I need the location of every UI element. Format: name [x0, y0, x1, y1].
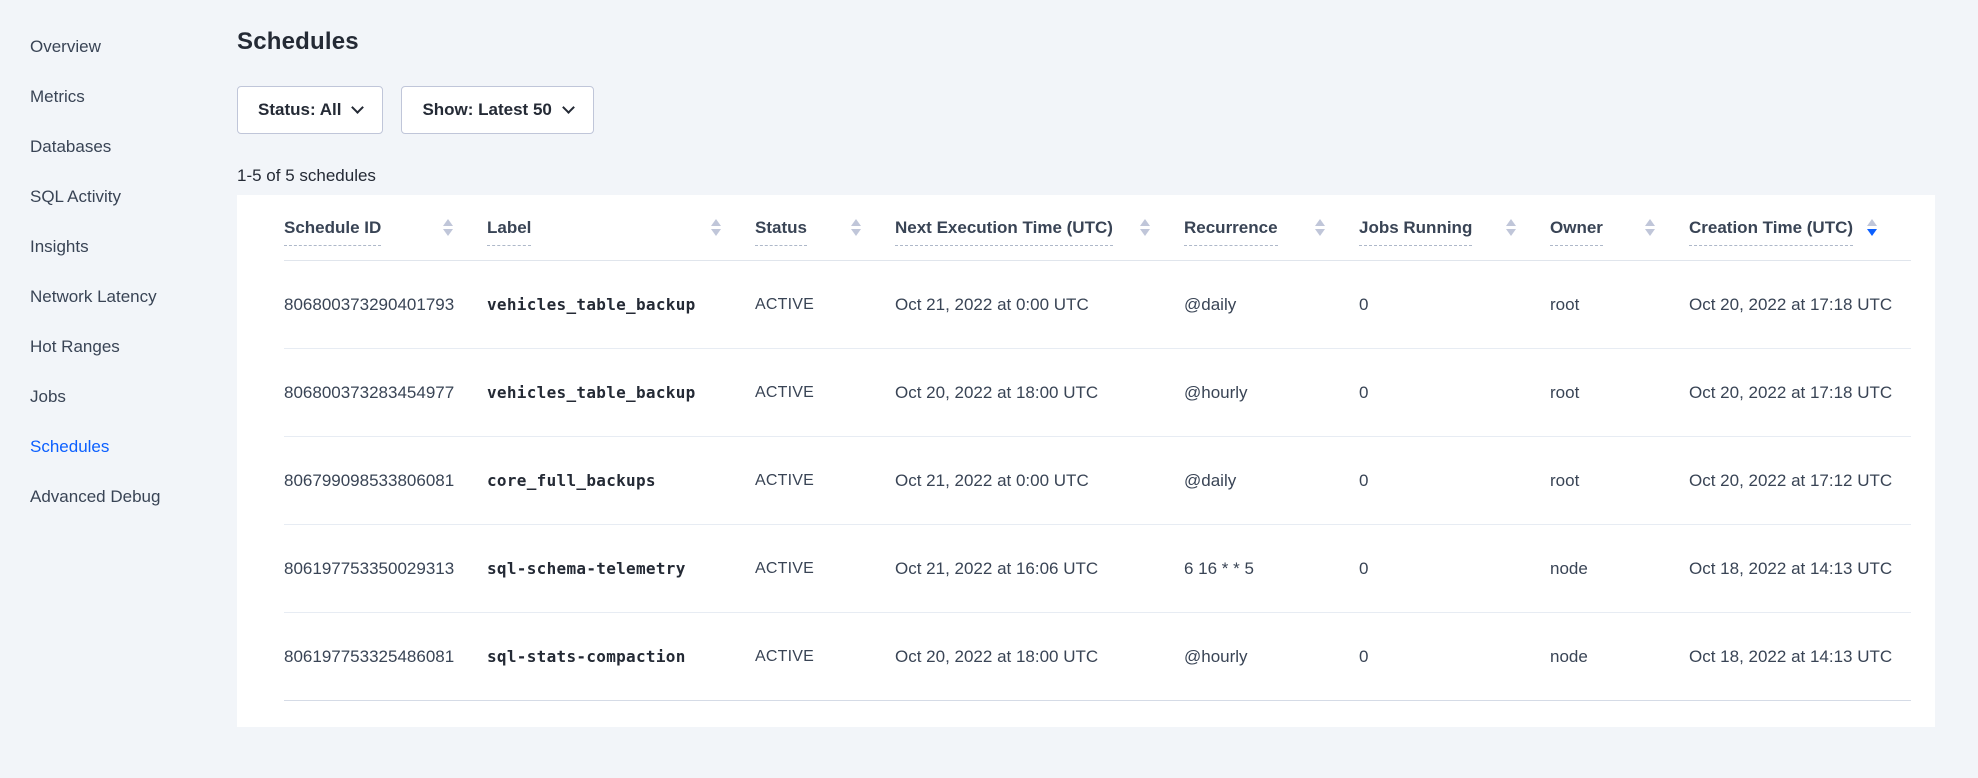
creation-time-cell: Oct 18, 2022 at 14:13 UTC [1689, 558, 1893, 578]
column-header-label[interactable]: Label [487, 218, 755, 246]
sidebar-item-metrics[interactable]: Metrics [30, 87, 85, 106]
next-execution-cell: Oct 21, 2022 at 0:00 UTC [895, 470, 1089, 490]
owner-cell: node [1550, 558, 1588, 578]
status-filter-label: Status: All [258, 100, 342, 119]
sort-icon[interactable] [1506, 219, 1516, 236]
jobs-running-cell: 0 [1359, 470, 1369, 490]
column-header-label: Recurrence [1184, 218, 1278, 246]
column-header-label: Creation Time (UTC) [1689, 218, 1854, 246]
sort-icon[interactable] [711, 219, 721, 236]
sidebar-item-schedules[interactable]: Schedules [30, 437, 110, 456]
column-header-next-execution-time[interactable]: Next Execution Time (UTC) [895, 218, 1184, 246]
schedule-id-cell: 806197753350029313 [284, 558, 455, 578]
column-header-label: Owner [1550, 218, 1603, 246]
schedule-label-cell: sql-stats-compaction [487, 647, 686, 666]
column-header-label: Label [487, 218, 532, 246]
recurrence-cell: @daily [1184, 294, 1237, 314]
results-count: 1-5 of 5 schedules [237, 166, 376, 185]
schedule-label-cell: sql-schema-telemetry [487, 559, 686, 578]
column-header-recurrence[interactable]: Recurrence [1184, 218, 1359, 246]
sidebar-item-insights[interactable]: Insights [30, 237, 89, 256]
status-filter-dropdown[interactable]: Status: All [237, 86, 384, 134]
sort-icon[interactable] [1645, 219, 1655, 236]
chevron-down-icon [561, 101, 575, 114]
recurrence-cell: @daily [1184, 470, 1237, 490]
schedule-id-cell: 806800373283454977 [284, 382, 455, 402]
owner-cell: root [1550, 382, 1580, 402]
jobs-running-cell: 0 [1359, 382, 1369, 402]
sidebar-item-hot-ranges[interactable]: Hot Ranges [30, 337, 120, 356]
sort-icon[interactable] [851, 219, 861, 236]
sort-icon[interactable] [1315, 219, 1325, 236]
jobs-running-cell: 0 [1359, 558, 1369, 578]
status-cell: ACTIVE [755, 471, 814, 489]
column-header-label: Jobs Running [1359, 218, 1473, 246]
creation-time-cell: Oct 20, 2022 at 17:18 UTC [1689, 382, 1893, 402]
sidebar-item-overview[interactable]: Overview [30, 37, 101, 56]
chevron-down-icon [351, 101, 365, 114]
creation-time-cell: Oct 20, 2022 at 17:18 UTC [1689, 294, 1893, 314]
table-row: 806800373290401793 vehicles_table_backup… [284, 261, 1911, 349]
schedule-id-cell: 806799098533806081 [284, 470, 455, 490]
next-execution-cell: Oct 21, 2022 at 0:00 UTC [895, 294, 1089, 314]
show-filter-label: Show: Latest 50 [422, 100, 552, 119]
jobs-running-cell: 0 [1359, 646, 1369, 666]
table-header-row: Schedule ID Label Status Next Execution … [284, 195, 1911, 261]
column-header-label: Next Execution Time (UTC) [895, 218, 1113, 246]
sort-icon[interactable] [443, 219, 453, 236]
next-execution-cell: Oct 20, 2022 at 18:00 UTC [895, 646, 1099, 666]
recurrence-cell: @hourly [1184, 646, 1248, 666]
column-header-label: Schedule ID [284, 218, 382, 246]
table-row: 806197753325486081 sql-stats-compaction … [284, 613, 1911, 701]
status-cell: ACTIVE [755, 559, 814, 577]
show-filter-dropdown[interactable]: Show: Latest 50 [401, 86, 594, 134]
table-row: 806800373283454977 vehicles_table_backup… [284, 349, 1911, 437]
filter-bar: Status: All Show: Latest 50 [237, 86, 1935, 134]
column-header-status[interactable]: Status [755, 218, 895, 246]
main-content: Schedules Status: All Show: Latest 50 1-… [235, 0, 1978, 778]
sort-desc-icon[interactable] [1867, 219, 1877, 236]
creation-time-cell: Oct 18, 2022 at 14:13 UTC [1689, 646, 1893, 666]
sort-icon[interactable] [1140, 219, 1150, 236]
owner-cell: node [1550, 646, 1588, 666]
table-row: 806197753350029313 sql-schema-telemetry … [284, 525, 1911, 613]
schedules-table-card: Schedule ID Label Status Next Execution … [237, 195, 1935, 727]
column-header-owner[interactable]: Owner [1550, 218, 1689, 246]
schedule-label-cell: vehicles_table_backup [487, 295, 696, 314]
column-header-schedule-id[interactable]: Schedule ID [284, 218, 487, 246]
recurrence-cell: @hourly [1184, 382, 1248, 402]
sidebar: Overview Metrics Databases SQL Activity … [0, 0, 235, 778]
sidebar-item-jobs[interactable]: Jobs [30, 387, 66, 406]
column-header-creation-time[interactable]: Creation Time (UTC) [1689, 218, 1911, 246]
next-execution-cell: Oct 21, 2022 at 16:06 UTC [895, 558, 1099, 578]
sidebar-item-network-latency[interactable]: Network Latency [30, 287, 157, 306]
schedule-id-cell: 806197753325486081 [284, 646, 455, 666]
status-cell: ACTIVE [755, 383, 814, 401]
status-cell: ACTIVE [755, 647, 814, 665]
sidebar-item-advanced-debug[interactable]: Advanced Debug [30, 487, 161, 506]
sidebar-item-databases[interactable]: Databases [30, 137, 112, 156]
owner-cell: root [1550, 470, 1580, 490]
jobs-running-cell: 0 [1359, 294, 1369, 314]
schedule-label-cell: core_full_backups [487, 471, 656, 490]
column-header-label: Status [755, 218, 807, 246]
next-execution-cell: Oct 20, 2022 at 18:00 UTC [895, 382, 1099, 402]
page-title: Schedules [237, 28, 359, 55]
schedule-id-cell: 806800373290401793 [284, 294, 455, 314]
status-cell: ACTIVE [755, 295, 814, 313]
table-row: 806799098533806081 core_full_backups ACT… [284, 437, 1911, 525]
column-header-jobs-running[interactable]: Jobs Running [1359, 218, 1550, 246]
schedule-label-cell: vehicles_table_backup [487, 383, 696, 402]
owner-cell: root [1550, 294, 1580, 314]
creation-time-cell: Oct 20, 2022 at 17:12 UTC [1689, 470, 1893, 490]
sidebar-item-sql-activity[interactable]: SQL Activity [30, 187, 122, 206]
recurrence-cell: 6 16 * * 5 [1184, 558, 1254, 578]
